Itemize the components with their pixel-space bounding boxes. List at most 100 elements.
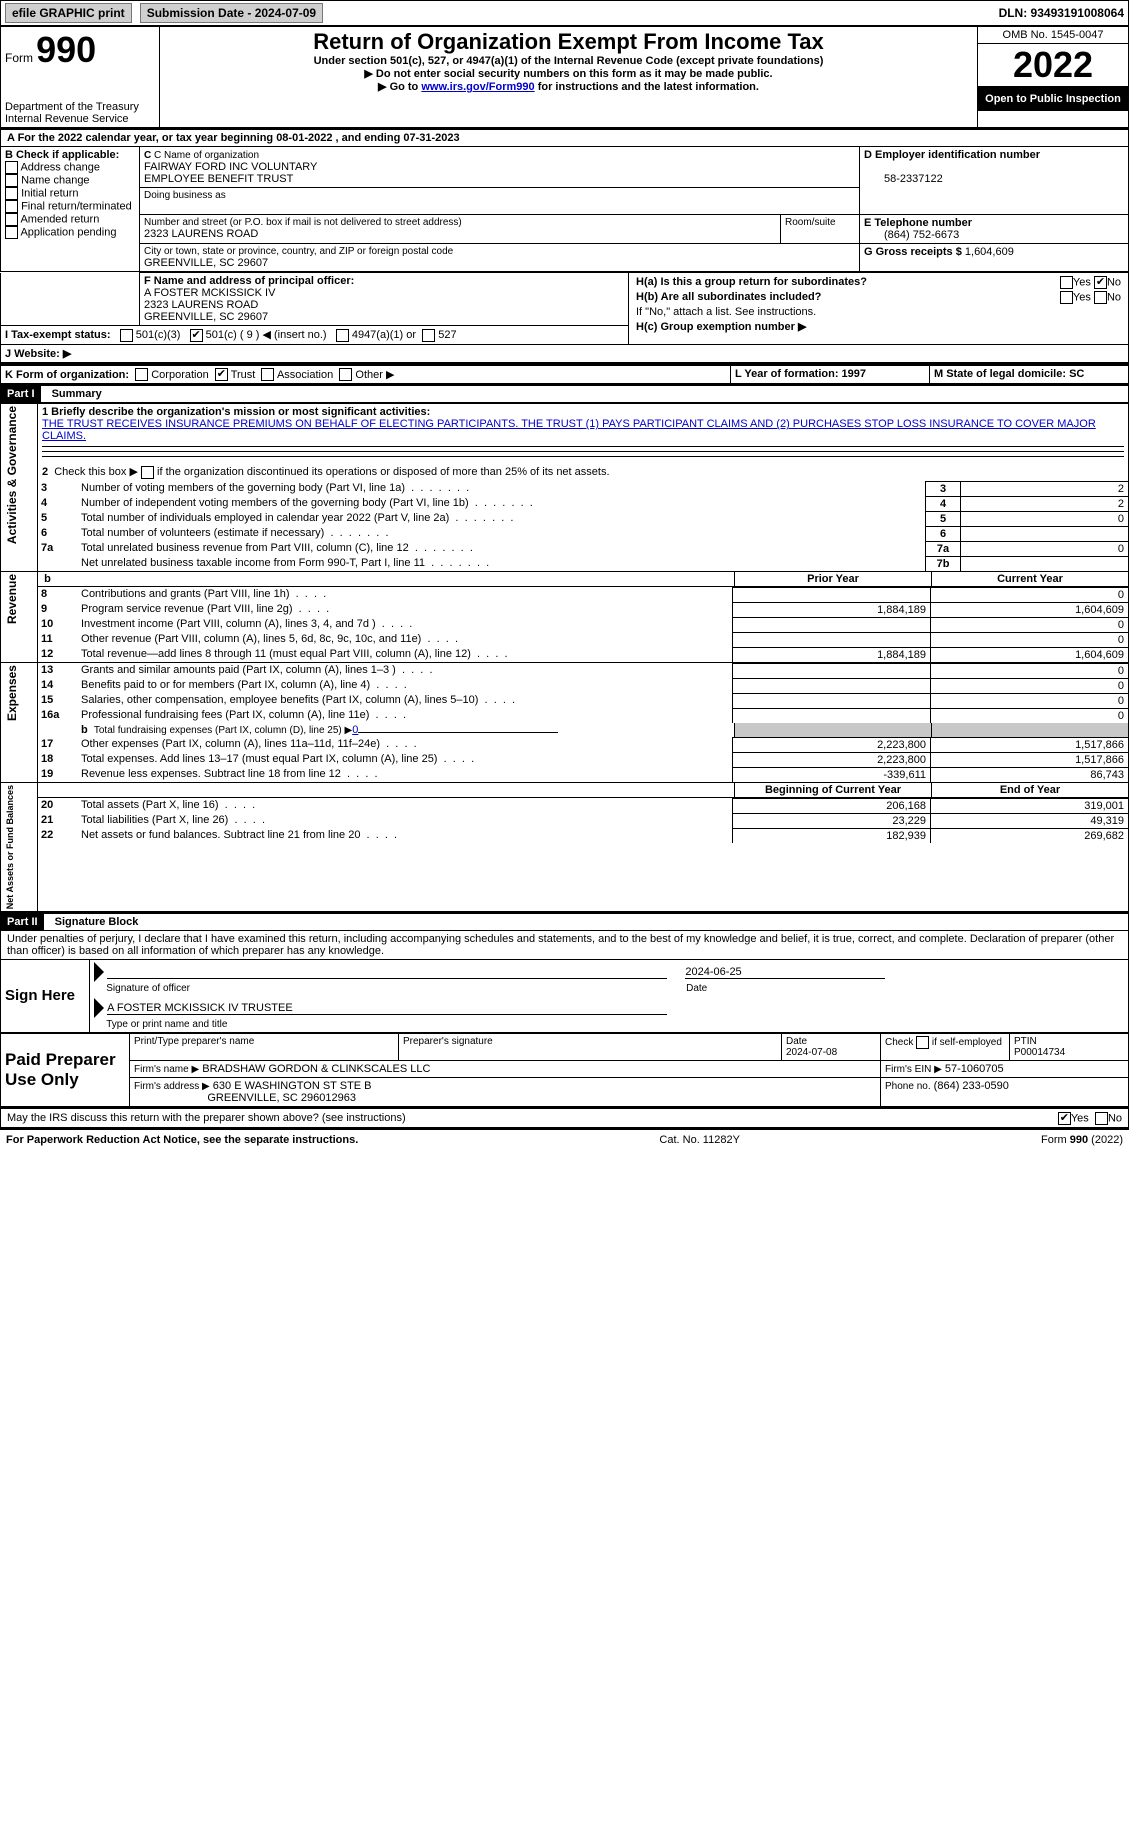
l1-label: 1 Briefly describe the organization's mi… bbox=[42, 406, 430, 418]
sign-here-label: Sign Here bbox=[5, 987, 75, 1004]
firm-ein: 57-1060705 bbox=[945, 1063, 1004, 1075]
part2-title: Signature Block bbox=[47, 916, 139, 928]
line-a: A For the 2022 calendar year, or tax yea… bbox=[0, 130, 1129, 146]
form-word: Form bbox=[5, 51, 33, 65]
l16b-val[interactable]: 0 bbox=[352, 724, 358, 736]
officer-print: A FOSTER MCKISSICK IV TRUSTEE bbox=[107, 1002, 293, 1014]
chk-self-employed[interactable] bbox=[916, 1036, 929, 1049]
firm-ein-label: Firm's EIN ▶ bbox=[885, 1064, 942, 1075]
entity-block: B Check if applicable: Address change Na… bbox=[0, 146, 1129, 272]
addr-val: 2323 LAURENS ROAD bbox=[144, 228, 258, 240]
room-label: Room/suite bbox=[781, 215, 860, 244]
col-begin: Beginning of Current Year bbox=[765, 784, 901, 796]
chk-h-b-yes[interactable] bbox=[1060, 291, 1073, 304]
col-current: Current Year bbox=[997, 573, 1063, 585]
form-subtitle-2: ▶ Do not enter social security numbers o… bbox=[164, 67, 973, 80]
submission-date-button[interactable]: Submission Date - 2024-07-09 bbox=[140, 3, 323, 23]
tax-year: 2022 bbox=[978, 44, 1128, 87]
chk-trust[interactable]: ✔ bbox=[215, 368, 228, 381]
dln-label: DLN: 93493191008064 bbox=[999, 6, 1124, 20]
box-d-label: D Employer identification number bbox=[864, 149, 1040, 161]
goto-pre: ▶ Go to bbox=[378, 81, 421, 93]
box-e-label: E Telephone number bbox=[864, 217, 972, 229]
form-number: 990 bbox=[36, 29, 96, 70]
ag-table: 3 Number of voting members of the govern… bbox=[38, 481, 1128, 571]
box-b-label: B Check if applicable: bbox=[5, 149, 119, 161]
part1-header-row: Part I Summary bbox=[0, 386, 1129, 403]
lbl-other: Other ▶ bbox=[355, 369, 394, 381]
vert-revenue: Revenue bbox=[5, 574, 19, 624]
box-f-label: F Name and address of principal officer: bbox=[144, 275, 354, 287]
top-bar: efile GRAPHIC print Submission Date - 20… bbox=[0, 0, 1129, 26]
lbl-corp: Corporation bbox=[151, 369, 208, 381]
form-title: Return of Organization Exempt From Incom… bbox=[164, 29, 973, 55]
lbl-527: 527 bbox=[438, 329, 456, 341]
chk-corp[interactable] bbox=[135, 368, 148, 381]
ein: 58-2337122 bbox=[864, 173, 943, 185]
chk-l2[interactable] bbox=[141, 466, 154, 479]
line-k-label: K Form of organization: bbox=[5, 369, 129, 381]
form-subtitle-3: ▶ Go to www.irs.gov/Form990 for instruct… bbox=[164, 80, 973, 93]
box-c-label: C C Name of organization bbox=[144, 150, 259, 161]
firm-name-label: Firm's name ▶ bbox=[134, 1064, 199, 1075]
part1-title: Summary bbox=[44, 388, 102, 400]
firm-name: BRADSHAW GORDON & CLINKSCALES LLC bbox=[202, 1063, 430, 1075]
lbl-final-return: Final return/terminated bbox=[21, 200, 132, 212]
chk-527[interactable] bbox=[422, 329, 435, 342]
footer-mid: Cat. No. 11282Y bbox=[659, 1134, 740, 1146]
firm-phone-label: Phone no. bbox=[885, 1081, 931, 1092]
col-prior: Prior Year bbox=[807, 573, 859, 585]
officer-block: F Name and address of principal officer:… bbox=[0, 272, 1129, 365]
chk-name-change[interactable] bbox=[5, 174, 18, 187]
rev-table: 8 Contributions and grants (Part VIII, l… bbox=[38, 587, 1128, 662]
org-name-1: FAIRWAY FORD INC VOLUNTARY bbox=[144, 161, 317, 173]
officer-city: GREENVILLE, SC 29607 bbox=[144, 311, 268, 323]
lbl-assoc: Association bbox=[277, 369, 333, 381]
chk-h-a-yes[interactable] bbox=[1060, 276, 1073, 289]
prep-check-cell: Check if self-employed bbox=[881, 1033, 1010, 1060]
col-end: End of Year bbox=[1000, 784, 1060, 796]
chk-app-pending[interactable] bbox=[5, 226, 18, 239]
lbl-trust: Trust bbox=[231, 369, 256, 381]
sign-arrow-icon bbox=[94, 962, 104, 982]
paid-preparer-block: Paid Preparer Use Only Print/Type prepar… bbox=[0, 1033, 1129, 1109]
chk-501c[interactable]: ✔ bbox=[190, 329, 203, 342]
city-label: City or town, state or province, country… bbox=[144, 246, 453, 257]
chk-501c3[interactable] bbox=[120, 329, 133, 342]
gross-receipts: 1,604,609 bbox=[965, 246, 1014, 258]
chk-discuss-no[interactable] bbox=[1095, 1112, 1108, 1125]
h-a-label: H(a) Is this a group return for subordin… bbox=[636, 276, 867, 288]
lbl-app-pending: Application pending bbox=[20, 226, 116, 238]
chk-initial-return[interactable] bbox=[5, 187, 18, 200]
chk-discuss-yes[interactable]: ✔ bbox=[1058, 1112, 1071, 1125]
org-name-2: EMPLOYEE BENEFIT TRUST bbox=[144, 173, 293, 185]
firm-addr1: 630 E WASHINGTON ST STE B bbox=[213, 1080, 372, 1092]
page-footer: For Paperwork Reduction Act Notice, see … bbox=[0, 1128, 1129, 1150]
chk-assoc[interactable] bbox=[261, 368, 274, 381]
irs-link[interactable]: www.irs.gov/Form990 bbox=[421, 81, 534, 93]
h-b-label: H(b) Are all subordinates included? bbox=[636, 291, 821, 303]
officer-addr: 2323 LAURENS ROAD bbox=[144, 299, 258, 311]
lbl-no1: No bbox=[1107, 276, 1121, 288]
firm-addr2: GREENVILLE, SC 296012963 bbox=[207, 1092, 356, 1104]
dept-treasury: Department of the Treasury bbox=[5, 101, 155, 113]
chk-amended[interactable] bbox=[5, 213, 18, 226]
chk-4947[interactable] bbox=[336, 329, 349, 342]
box-g-label: G Gross receipts $ bbox=[864, 246, 962, 258]
prep-sig-label: Preparer's signature bbox=[399, 1033, 782, 1060]
prep-name-label: Print/Type preparer's name bbox=[130, 1033, 399, 1060]
chk-h-b-no[interactable] bbox=[1094, 291, 1107, 304]
prep-date-val: 2024-07-08 bbox=[786, 1047, 837, 1058]
chk-h-a-no[interactable]: ✔ bbox=[1094, 276, 1107, 289]
h-b-note: If "No," attach a list. See instructions… bbox=[633, 305, 1124, 319]
omb-number: OMB No. 1545-0047 bbox=[978, 27, 1128, 44]
city-val: GREENVILLE, SC 29607 bbox=[144, 257, 268, 269]
ptin-label: PTIN bbox=[1014, 1036, 1037, 1047]
efile-graphic-button[interactable]: efile GRAPHIC print bbox=[5, 3, 132, 23]
chk-other[interactable] bbox=[339, 368, 352, 381]
sig-date-label: Date bbox=[686, 983, 707, 994]
chk-address-change[interactable] bbox=[5, 161, 18, 174]
net-table: 20 Total assets (Part X, line 16) . . . … bbox=[38, 798, 1128, 843]
chk-final-return[interactable] bbox=[5, 200, 18, 213]
l1-text[interactable]: THE TRUST RECEIVES INSURANCE PREMIUMS ON… bbox=[42, 418, 1096, 442]
